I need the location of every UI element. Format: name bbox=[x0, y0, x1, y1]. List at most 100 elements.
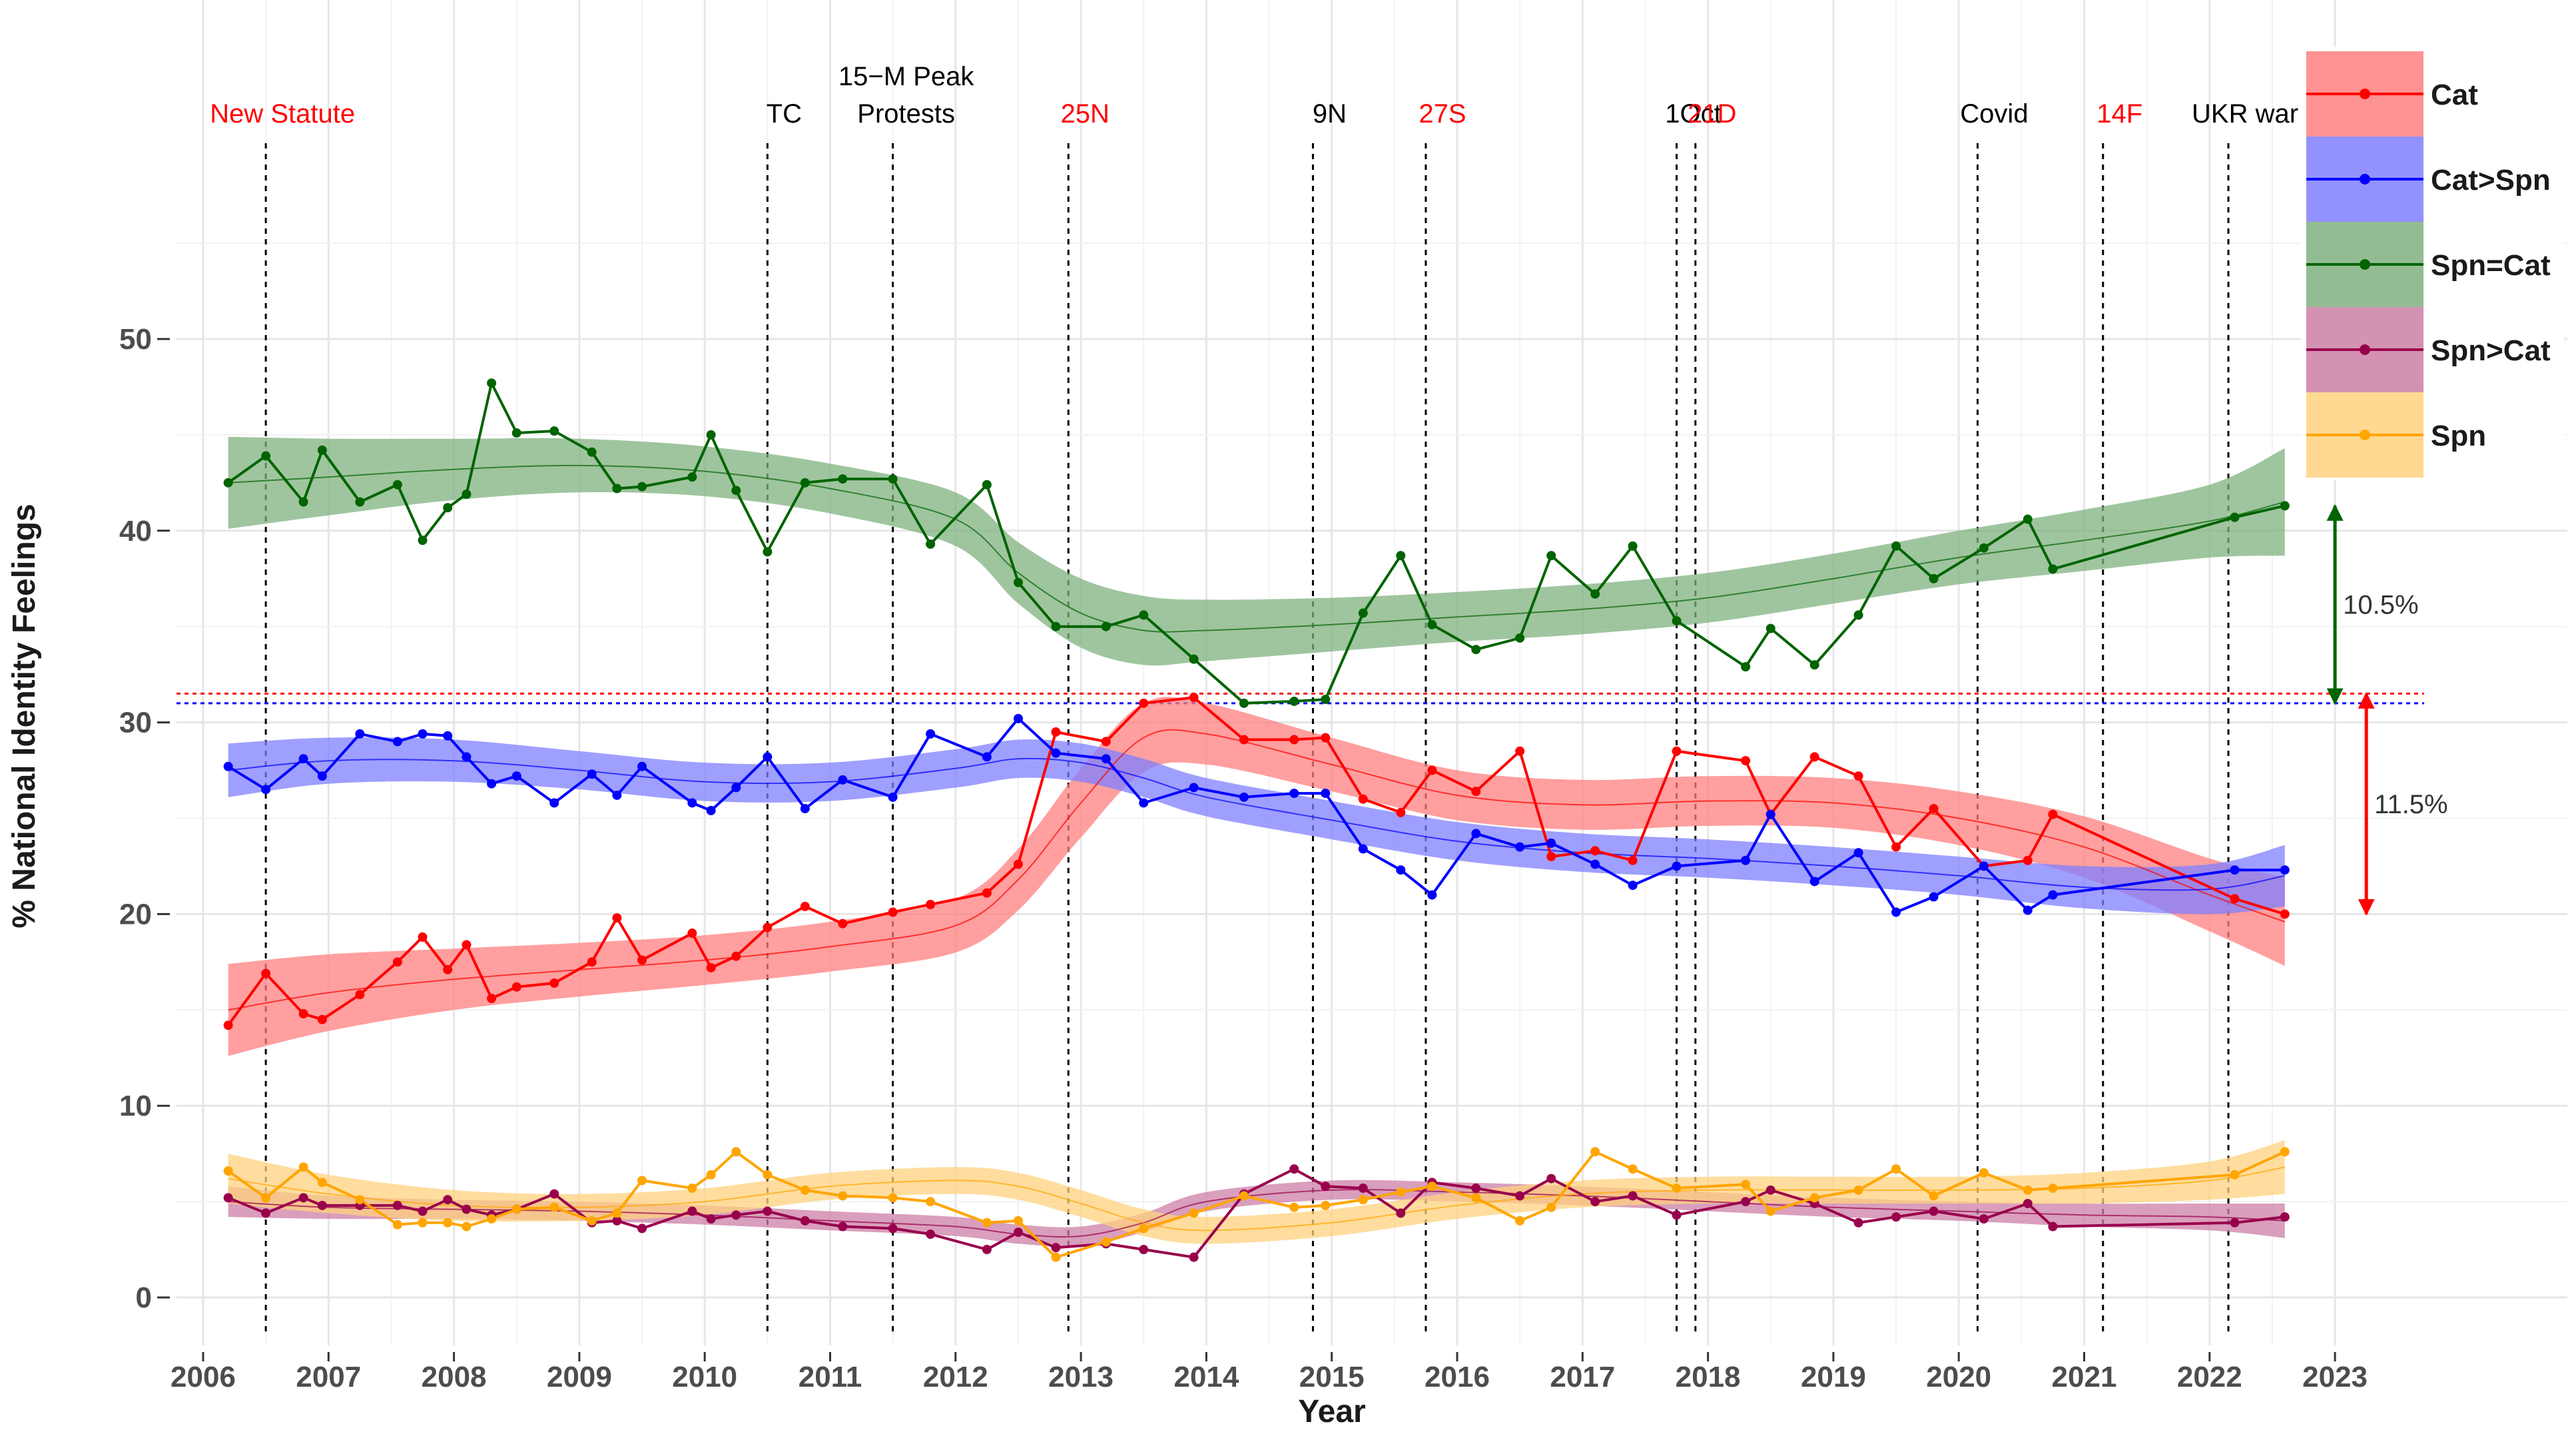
event-label: UKR war bbox=[2192, 99, 2298, 129]
data-point bbox=[1741, 662, 1751, 672]
data-point bbox=[888, 1224, 898, 1234]
x-tick-label: 2010 bbox=[672, 1361, 737, 1393]
data-point bbox=[637, 761, 647, 771]
data-point bbox=[1672, 1183, 1682, 1193]
data-point bbox=[731, 951, 741, 961]
x-tick-label: 2017 bbox=[1550, 1361, 1615, 1393]
data-point bbox=[612, 484, 622, 494]
confidence-band bbox=[228, 436, 2285, 666]
data-point bbox=[637, 1176, 647, 1186]
x-tick-label: 2016 bbox=[1425, 1361, 1490, 1393]
data-point bbox=[1809, 660, 1819, 670]
data-point bbox=[1396, 1187, 1406, 1197]
data-point bbox=[418, 932, 428, 942]
data-point bbox=[637, 955, 647, 965]
data-point bbox=[1189, 1208, 1199, 1218]
data-point bbox=[1427, 890, 1437, 900]
data-point bbox=[706, 430, 716, 440]
data-point bbox=[1427, 765, 1437, 775]
series-lines bbox=[227, 379, 2286, 1259]
data-point bbox=[2280, 909, 2290, 919]
data-point bbox=[1628, 541, 1638, 551]
event-label: 27S bbox=[1419, 99, 1466, 129]
data-point bbox=[1396, 1208, 1406, 1218]
data-point bbox=[1239, 792, 1249, 802]
trend-line bbox=[228, 729, 2286, 1011]
data-point bbox=[687, 1183, 697, 1193]
data-point bbox=[1101, 1237, 1111, 1247]
data-point bbox=[511, 1204, 521, 1214]
data-point bbox=[2023, 514, 2033, 524]
data-point bbox=[443, 964, 453, 974]
data-point bbox=[1929, 804, 1939, 814]
data-point bbox=[1471, 1193, 1481, 1203]
data-point bbox=[1101, 737, 1111, 747]
data-point bbox=[1239, 1191, 1249, 1201]
data-point bbox=[763, 922, 773, 932]
data-point bbox=[800, 901, 810, 911]
data-point bbox=[487, 1214, 497, 1224]
data-point bbox=[1979, 1168, 1989, 1178]
data-point bbox=[355, 990, 365, 1000]
event-label: 15−M Peak bbox=[838, 62, 974, 91]
y-tick-label: 10 bbox=[119, 1090, 152, 1122]
data-point bbox=[838, 775, 848, 785]
data-point bbox=[1289, 696, 1299, 706]
data-point bbox=[1051, 727, 1061, 737]
x-axis-title: Year bbox=[1298, 1394, 1365, 1429]
series-line bbox=[227, 379, 2286, 705]
data-point bbox=[1672, 616, 1682, 626]
data-point bbox=[1741, 756, 1751, 766]
data-point bbox=[1672, 1210, 1682, 1220]
confidence-band bbox=[228, 1140, 2285, 1244]
data-point bbox=[982, 752, 992, 762]
data-point bbox=[1546, 852, 1556, 862]
data-point bbox=[2048, 564, 2058, 574]
data-point bbox=[443, 503, 453, 513]
data-point bbox=[1471, 1183, 1481, 1193]
data-point bbox=[1628, 855, 1638, 865]
data-point bbox=[1929, 1191, 1939, 1201]
data-point bbox=[687, 928, 697, 938]
x-tick-label: 2018 bbox=[1676, 1361, 1741, 1393]
y-tick-label: 0 bbox=[136, 1281, 152, 1314]
data-point bbox=[1189, 783, 1199, 793]
data-point bbox=[1853, 771, 1863, 781]
data-point bbox=[706, 962, 716, 972]
data-point bbox=[298, 1009, 308, 1019]
x-tick-label: 2020 bbox=[1926, 1361, 1991, 1393]
data-point bbox=[511, 771, 521, 781]
data-point bbox=[1515, 746, 1525, 756]
x-tick-label: 2014 bbox=[1173, 1361, 1239, 1393]
data-point bbox=[587, 1216, 597, 1226]
data-point bbox=[1672, 746, 1682, 756]
data-point bbox=[1321, 1182, 1331, 1192]
data-point bbox=[418, 1206, 428, 1216]
event-label: 1Oct bbox=[1665, 99, 1721, 129]
data-point bbox=[1891, 907, 1901, 917]
event-label: Covid bbox=[1960, 99, 2028, 129]
data-point bbox=[1189, 1252, 1199, 1262]
data-point bbox=[418, 536, 428, 545]
data-point bbox=[1590, 846, 1600, 856]
data-point bbox=[926, 1230, 936, 1240]
y-tick-label: 30 bbox=[119, 707, 152, 739]
event-label: New Statute bbox=[210, 99, 355, 129]
data-point bbox=[2048, 1222, 2058, 1232]
data-point bbox=[888, 1193, 898, 1203]
data-point bbox=[706, 805, 716, 815]
legend-label: Cat>Spn bbox=[2431, 164, 2551, 196]
data-point bbox=[687, 1206, 697, 1216]
data-point bbox=[888, 907, 898, 917]
data-point bbox=[1853, 1185, 1863, 1195]
data-point bbox=[706, 1170, 716, 1180]
data-point bbox=[1321, 733, 1331, 743]
data-point bbox=[1741, 1180, 1751, 1190]
legend-point bbox=[2360, 430, 2370, 440]
x-tick-label: 2019 bbox=[1801, 1361, 1866, 1393]
data-point bbox=[392, 1220, 402, 1230]
data-point bbox=[261, 968, 271, 978]
data-point bbox=[2280, 501, 2290, 511]
data-point bbox=[1189, 654, 1199, 664]
data-point bbox=[1321, 789, 1331, 799]
